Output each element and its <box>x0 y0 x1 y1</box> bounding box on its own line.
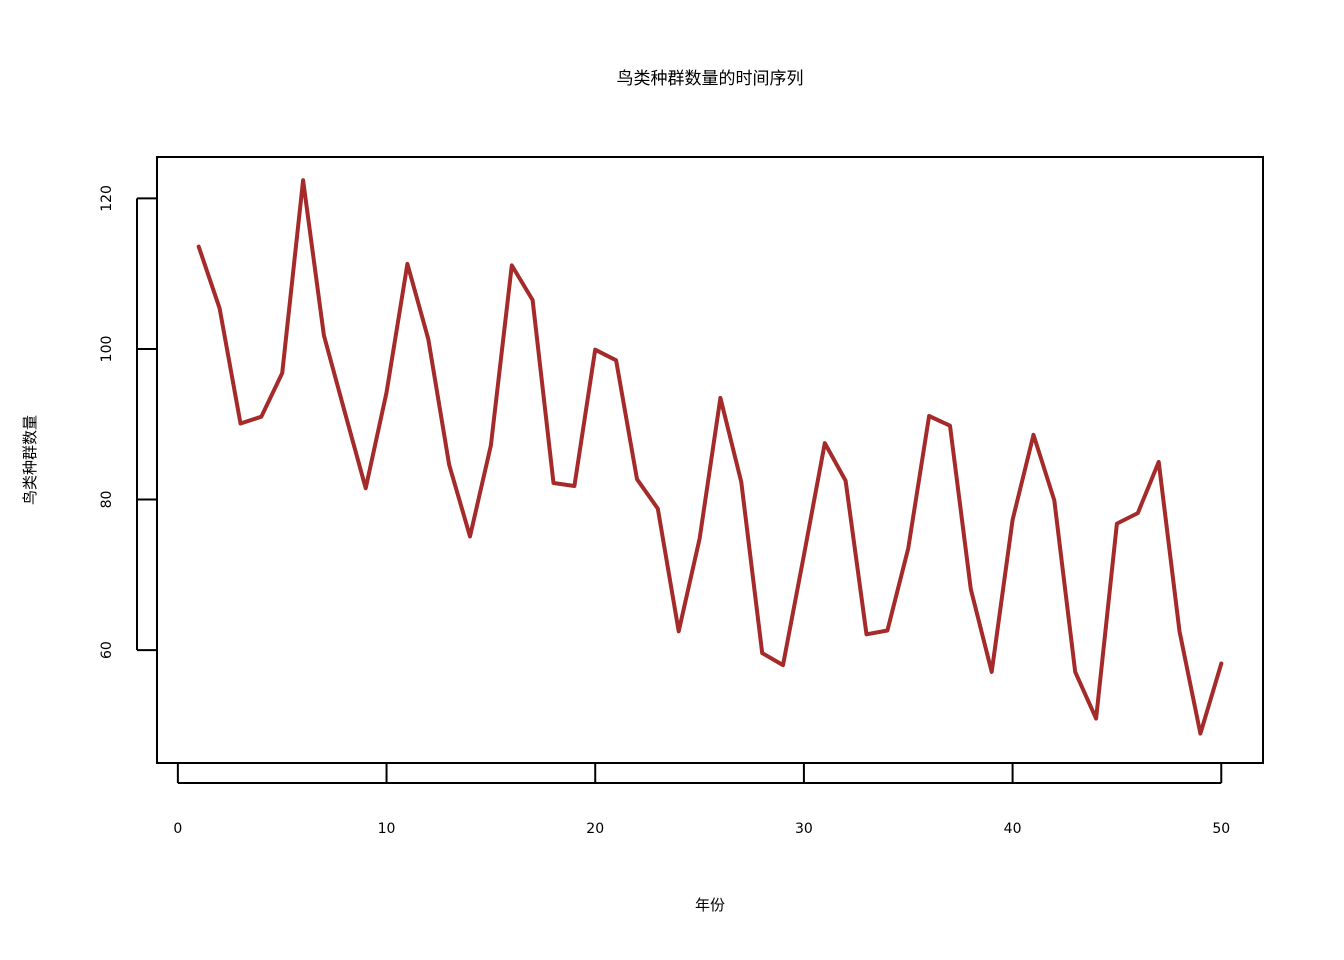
x-tick-label: 20 <box>586 821 604 837</box>
x-tick-label: 50 <box>1212 821 1230 837</box>
y-tick-label: 120 <box>99 185 115 212</box>
y-axis: 60 80 100 120 <box>99 185 157 659</box>
y-tick-label: 80 <box>99 491 115 509</box>
series-line <box>196 178 1224 736</box>
x-axis: 0 10 20 30 40 50 <box>173 763 1230 837</box>
x-tick-label: 10 <box>378 821 396 837</box>
y-tick-label: 100 <box>99 336 115 363</box>
x-axis-label: 年份 <box>695 896 725 914</box>
y-tick-label: 60 <box>99 641 115 659</box>
plot-frame <box>156 156 1264 764</box>
y-axis-label: 鸟类种群数量 <box>21 415 39 505</box>
x-tick-label: 40 <box>1004 821 1022 837</box>
x-tick-label: 30 <box>795 821 813 837</box>
chart-title: 鸟类种群数量的时间序列 <box>617 69 804 89</box>
x-tick-label: 0 <box>173 821 182 837</box>
